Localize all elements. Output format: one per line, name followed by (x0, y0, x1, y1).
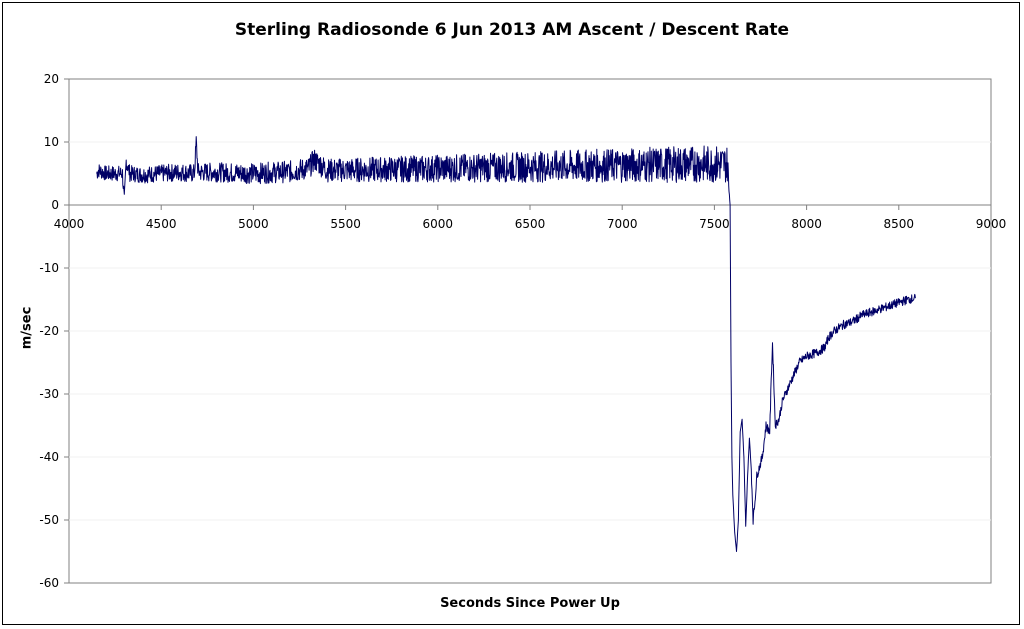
y-tick-label: -20 (39, 324, 59, 338)
x-tick-label: 5000 (238, 217, 269, 231)
y-tick-label: -50 (39, 513, 59, 527)
x-axis-label: Seconds Since Power Up (440, 596, 620, 611)
y-tick-label: -40 (39, 450, 59, 464)
x-tick-label: 9000 (976, 217, 1007, 231)
x-tick-label: 6000 (423, 217, 454, 231)
chart-title: Sterling Radiosonde 6 Jun 2013 AM Ascent… (234, 20, 790, 40)
y-tick-label: 0 (51, 198, 59, 212)
y-tick-label: 20 (44, 72, 59, 86)
y-tick-label: -30 (39, 387, 59, 401)
y-tick-label: -10 (39, 261, 59, 275)
x-tick-label: 7500 (699, 217, 730, 231)
x-tick-label: 8000 (791, 217, 822, 231)
x-tick-label: 4500 (146, 217, 177, 231)
y-tick-label: 10 (44, 135, 59, 149)
y-tick-label: -60 (39, 576, 59, 590)
x-tick-label: 6500 (515, 217, 546, 231)
x-tick-label: 4000 (54, 217, 85, 231)
x-tick-label: 7000 (607, 217, 638, 231)
x-tick-label: 8500 (884, 217, 915, 231)
x-tick-label: 5500 (330, 217, 361, 231)
series-line (96, 136, 916, 552)
